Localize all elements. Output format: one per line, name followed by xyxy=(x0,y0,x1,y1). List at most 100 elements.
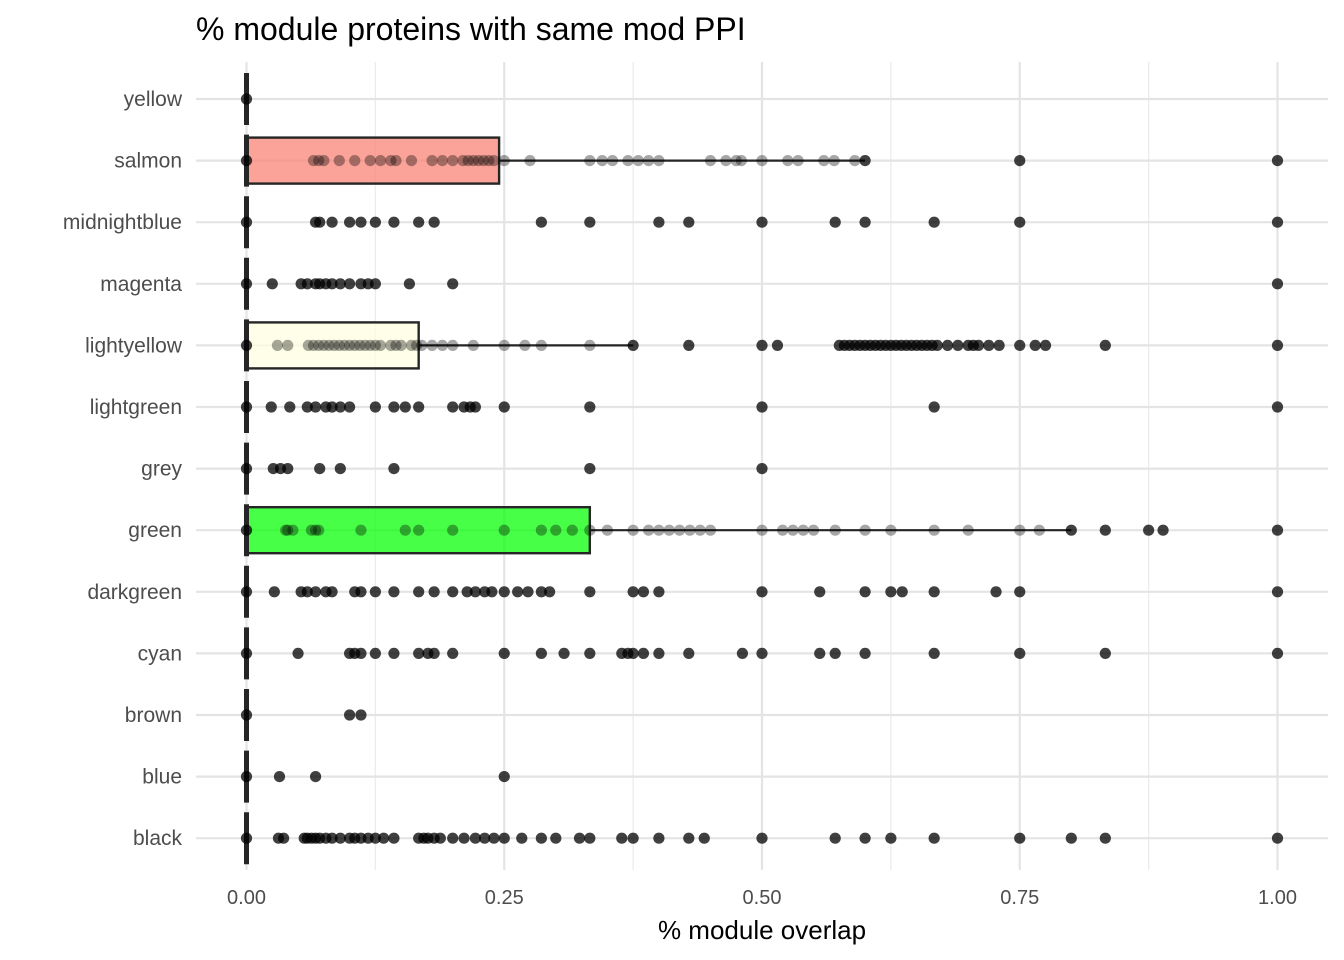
data-point xyxy=(1014,339,1026,351)
data-point xyxy=(328,339,340,351)
data-point xyxy=(240,278,253,290)
data-point xyxy=(399,524,411,536)
data-point xyxy=(313,524,325,536)
data-point xyxy=(673,524,686,536)
data-point xyxy=(498,586,510,598)
data-point xyxy=(458,832,470,844)
data-point xyxy=(309,771,322,783)
data-point xyxy=(313,155,325,167)
data-point xyxy=(323,339,335,351)
data-point xyxy=(653,524,665,536)
data-point xyxy=(512,586,524,598)
data-point xyxy=(584,463,596,475)
data-point xyxy=(627,586,639,598)
data-point xyxy=(1099,524,1111,536)
category-label: blue xyxy=(142,766,182,789)
data-point xyxy=(818,155,830,167)
data-point xyxy=(469,401,481,413)
data-point xyxy=(584,586,596,598)
data-point xyxy=(369,278,381,290)
data-point xyxy=(885,586,897,598)
data-point xyxy=(683,339,695,351)
data-point xyxy=(814,586,826,598)
data-point xyxy=(972,339,985,351)
data-point xyxy=(606,155,619,167)
data-point xyxy=(498,401,510,413)
data-point xyxy=(637,586,650,598)
data-point xyxy=(240,709,253,721)
data-point xyxy=(344,709,356,721)
data-point xyxy=(344,401,356,413)
data-point xyxy=(240,216,253,228)
data-point xyxy=(240,524,253,536)
data-point xyxy=(771,339,784,351)
data-point xyxy=(426,155,438,167)
data-point xyxy=(326,216,338,228)
data-point xyxy=(928,586,940,598)
data-point xyxy=(829,647,841,660)
data-point xyxy=(307,339,320,351)
data-point xyxy=(756,339,768,351)
data-point xyxy=(1014,155,1026,167)
data-point xyxy=(282,524,294,536)
data-point xyxy=(390,155,402,167)
data-point xyxy=(756,155,768,167)
data-point xyxy=(467,155,479,167)
data-point xyxy=(782,155,794,167)
data-point xyxy=(558,647,570,660)
category-label: brown xyxy=(125,704,182,727)
data-point xyxy=(962,524,974,536)
data-point xyxy=(828,155,840,167)
data-point xyxy=(928,216,940,228)
category-label: magenta xyxy=(100,273,182,296)
data-point xyxy=(472,155,485,167)
data-point xyxy=(369,216,381,228)
data-point xyxy=(1271,339,1284,351)
data-point xyxy=(829,216,841,228)
data-point xyxy=(369,339,381,351)
data-point xyxy=(326,278,338,290)
data-point xyxy=(378,832,390,844)
category-label: yellow xyxy=(124,88,183,111)
data-point xyxy=(1014,216,1026,228)
data-point xyxy=(1271,524,1284,536)
data-point xyxy=(428,216,440,228)
data-point xyxy=(859,216,871,228)
data-point xyxy=(334,401,346,413)
data-point xyxy=(519,339,531,351)
data-point xyxy=(282,463,294,475)
data-point xyxy=(395,339,407,351)
data-point xyxy=(388,216,400,228)
data-point xyxy=(1014,647,1026,660)
data-point xyxy=(240,647,253,660)
data-point xyxy=(469,586,481,598)
data-point xyxy=(434,832,446,844)
data-point xyxy=(426,339,438,351)
data-point xyxy=(653,216,665,228)
data-point xyxy=(885,524,897,536)
data-point xyxy=(268,586,280,598)
data-point xyxy=(535,832,547,844)
data-point xyxy=(240,832,253,844)
data-point xyxy=(479,832,491,844)
data-point xyxy=(498,647,510,660)
data-point xyxy=(399,401,411,413)
data-point xyxy=(413,647,425,660)
data-point xyxy=(447,401,459,413)
data-point xyxy=(573,832,586,844)
box-layer xyxy=(244,73,1072,865)
data-point xyxy=(334,278,346,290)
category-label: lightyellow xyxy=(85,334,183,357)
data-point xyxy=(993,339,1005,351)
data-point xyxy=(369,832,381,844)
data-point xyxy=(698,832,710,844)
data-point xyxy=(369,586,381,598)
data-point xyxy=(338,339,351,351)
data-point xyxy=(301,401,313,413)
data-point xyxy=(983,339,995,351)
data-point xyxy=(359,339,371,351)
data-point xyxy=(364,155,376,167)
chart-title: % module proteins with same mod PPI xyxy=(196,11,746,47)
category-label: salmon xyxy=(114,150,182,173)
data-point xyxy=(683,216,695,228)
